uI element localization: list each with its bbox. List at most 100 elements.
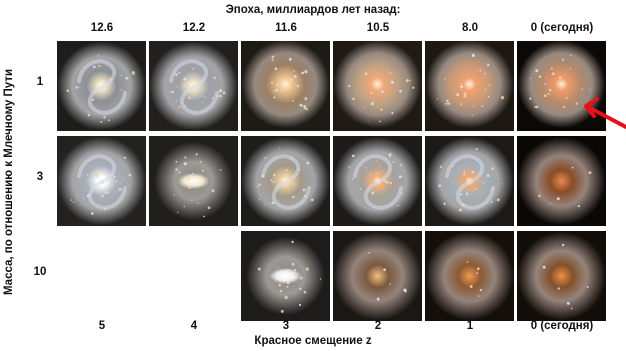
star-cluster (276, 83, 279, 86)
galaxy-sketch (529, 54, 591, 109)
star-cluster (538, 75, 542, 78)
star-cluster (298, 169, 301, 171)
galaxy-sketch (368, 251, 407, 301)
star-cluster (222, 91, 226, 95)
star-cluster (439, 165, 443, 168)
star-cluster (379, 120, 381, 123)
star-cluster (556, 197, 560, 201)
galaxy-sketch (271, 55, 308, 111)
star-cluster (570, 54, 572, 57)
star-cluster (174, 73, 178, 76)
star-cluster (460, 85, 464, 89)
star-cluster (445, 102, 448, 105)
star-cluster (471, 170, 475, 174)
galaxy-image (424, 230, 515, 322)
star-cluster (123, 156, 127, 160)
star-cluster (544, 83, 547, 85)
star-cluster (476, 267, 480, 271)
star-cluster (108, 119, 110, 122)
y-axis-title: Масса, по отношению к Млечному Пути (3, 68, 15, 296)
redshift-label: 5 (98, 320, 106, 332)
star-cluster (383, 268, 386, 271)
star-cluster (272, 173, 276, 177)
y-axis-title-wrap: Масса, по отношению к Млечному Пути (0, 40, 18, 324)
spiral-arm (261, 154, 301, 184)
star-cluster (367, 121, 369, 123)
star-cluster (463, 92, 467, 96)
star-cluster (446, 99, 449, 102)
star-cluster (75, 86, 78, 89)
star-cluster (66, 89, 69, 92)
star-cluster (479, 69, 482, 72)
star-cluster (183, 205, 185, 208)
star-cluster (192, 172, 194, 175)
star-cluster (376, 160, 378, 162)
star-cluster (463, 94, 467, 98)
star-cluster (371, 191, 375, 195)
star-cluster (113, 175, 116, 178)
star-cluster (487, 63, 490, 67)
star-cluster (95, 89, 98, 92)
star-cluster (104, 190, 107, 194)
star-cluster (275, 88, 279, 92)
star-cluster (460, 103, 463, 106)
star-cluster (183, 77, 187, 81)
star-cluster (405, 79, 409, 83)
star-cluster (183, 162, 187, 166)
star-cluster (95, 173, 99, 177)
star-cluster (213, 76, 216, 80)
star-cluster (178, 171, 181, 174)
star-cluster (280, 309, 284, 313)
x-axis-title: Красное смещение z (254, 335, 372, 347)
star-cluster (469, 285, 473, 288)
star-cluster (460, 82, 462, 85)
star-cluster (588, 171, 592, 175)
star-cluster (302, 188, 306, 192)
spiral-arm (271, 180, 311, 210)
star-cluster (447, 102, 451, 105)
star-cluster (175, 100, 177, 102)
star-cluster (491, 167, 494, 170)
star-cluster (120, 89, 123, 91)
star-cluster (373, 206, 376, 208)
star-cluster (392, 161, 394, 163)
star-cluster (348, 85, 351, 88)
redshift-label: 3 (282, 320, 290, 332)
galaxy-image (240, 135, 331, 227)
star-cluster (216, 94, 219, 98)
star-cluster (482, 182, 484, 184)
galaxy-image (56, 40, 147, 132)
galaxy-sketch (348, 153, 403, 210)
star-cluster (286, 269, 290, 272)
star-cluster (376, 106, 379, 108)
star-cluster (219, 94, 222, 98)
star-cluster (103, 116, 106, 119)
star-cluster (581, 88, 583, 90)
redshift-label: 0 (сегодня) (530, 320, 594, 332)
star-cluster (444, 78, 446, 80)
redshift-label: 4 (190, 320, 198, 332)
star-cluster (70, 199, 72, 201)
star-cluster (542, 265, 546, 269)
star-cluster (274, 67, 278, 70)
epoch-label: 8.0 (462, 22, 478, 34)
galaxy-sketch (173, 153, 222, 218)
star-cluster (202, 169, 205, 172)
star-cluster (178, 106, 181, 108)
star-cluster (83, 66, 85, 68)
star-cluster (90, 193, 93, 195)
star-cluster (481, 105, 484, 108)
star-cluster (264, 204, 265, 205)
star-cluster (376, 172, 379, 175)
star-cluster (189, 174, 191, 176)
star-cluster (285, 169, 288, 172)
star-cluster (319, 278, 322, 280)
star-cluster (286, 281, 290, 285)
galaxy-sketch (70, 154, 131, 215)
star-cluster (293, 273, 296, 277)
chart-title: Эпоха, миллиардов лет назад: (225, 4, 401, 16)
star-cluster (115, 180, 118, 183)
star-cluster (438, 184, 441, 187)
star-cluster (364, 72, 368, 76)
star-cluster (291, 195, 295, 199)
